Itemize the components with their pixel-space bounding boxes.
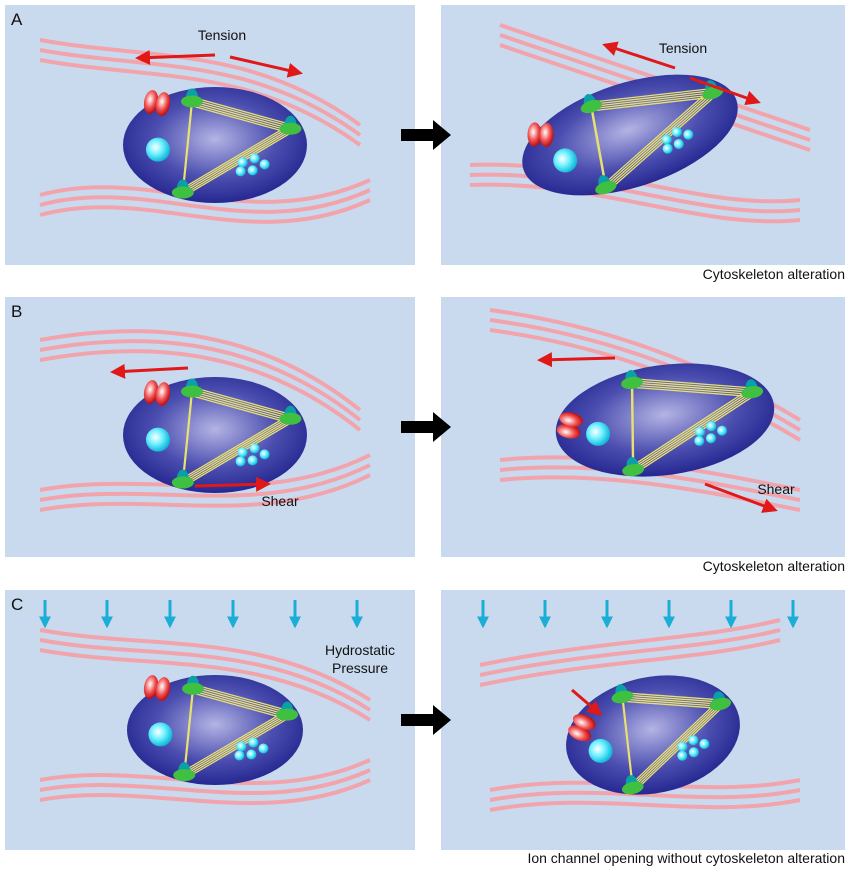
vesicle <box>260 449 270 459</box>
caption: Ion channel opening without cytoskeleton… <box>527 850 845 866</box>
adhesion <box>172 477 194 489</box>
adhesion <box>181 386 203 398</box>
force-label: Shear <box>261 493 299 509</box>
vesicle <box>260 159 270 169</box>
vesicle <box>246 750 256 760</box>
nucleus <box>146 138 170 162</box>
vesicle <box>236 742 246 752</box>
vesicle <box>250 153 260 163</box>
adhesion <box>279 123 301 135</box>
panel-letter: A <box>11 10 23 29</box>
cell <box>123 377 307 493</box>
figure: A Tension Tension Cytoskeleton alteratio… <box>0 0 851 870</box>
cell <box>123 87 307 203</box>
vesicle <box>238 447 248 457</box>
panel-letter: B <box>11 302 22 321</box>
vesicle <box>248 455 258 465</box>
nucleus <box>146 428 170 452</box>
adhesion <box>276 709 298 721</box>
adhesion <box>172 187 194 199</box>
adhesion <box>279 413 301 425</box>
vesicle <box>258 744 268 754</box>
panel-letter: C <box>11 595 23 614</box>
vesicle <box>236 456 246 466</box>
adhesion <box>181 96 203 108</box>
caption: Cytoskeleton alteration <box>703 266 845 282</box>
adhesion <box>182 683 204 695</box>
adhesion <box>173 769 195 781</box>
vesicle <box>236 166 246 176</box>
vesicle <box>234 751 244 761</box>
vesicle <box>248 738 258 748</box>
caption: Cytoskeleton alteration <box>703 558 845 574</box>
force-arrow <box>195 484 268 486</box>
force-label: Hydrostatic <box>325 642 395 658</box>
force-label: Shear <box>757 481 795 497</box>
force-label: Tension <box>198 27 246 43</box>
force-label: Pressure <box>332 660 388 676</box>
vesicle <box>238 157 248 167</box>
nucleus <box>148 722 172 746</box>
force-label: Tension <box>659 40 707 56</box>
force-arrow <box>540 358 615 360</box>
vesicle <box>250 443 260 453</box>
vesicle <box>248 165 258 175</box>
